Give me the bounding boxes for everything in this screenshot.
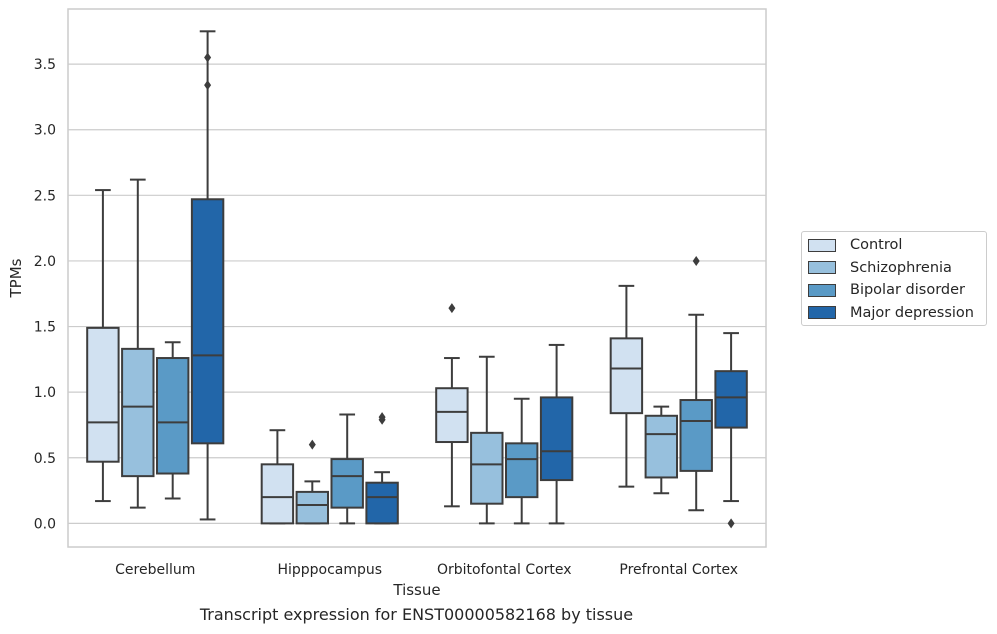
legend-label: Schizophrenia — [850, 259, 952, 276]
box-iqr — [260, 463, 295, 525]
outlier-point — [448, 303, 456, 314]
box-iqr — [330, 458, 364, 509]
box-control — [435, 303, 469, 508]
box-iqr — [504, 442, 539, 499]
y-tick-label: 0.5 — [34, 451, 56, 467]
plot-frame — [67, 8, 767, 548]
outlier-point — [378, 412, 386, 423]
y-tick-label: 0.0 — [34, 516, 56, 532]
x-axis-label: Tissue — [392, 581, 440, 599]
legend-swatch — [808, 238, 836, 252]
x-tick-label: Prefrontal Cortex — [619, 562, 738, 578]
outlier-point — [308, 439, 316, 450]
x-axis-ticks: Cerebellum Hipppocampus Orbitofontal Corte… — [115, 562, 738, 578]
outlier-point — [727, 518, 735, 529]
box-control — [86, 189, 120, 503]
box-schizophrenia — [644, 405, 679, 495]
outlier-point — [204, 52, 212, 63]
legend-label: Major depression — [850, 304, 974, 321]
box-bipolar-disorder — [679, 255, 713, 512]
box-schizophrenia — [470, 355, 504, 525]
box-schizophrenia — [295, 439, 330, 525]
y-tick-label: 2.0 — [34, 254, 56, 270]
legend-item: Major depression — [808, 302, 986, 325]
box-iqr — [190, 198, 225, 445]
box-bipolar-disorder — [504, 397, 539, 525]
chart-caption: Transcript expression for ENST0000058216… — [199, 605, 634, 624]
box-iqr — [539, 396, 574, 482]
box-major-depression — [714, 332, 748, 529]
box-bipolar-disorder — [330, 413, 364, 525]
box-iqr — [86, 326, 120, 463]
y-tick-label: 1.5 — [34, 320, 56, 336]
y-axis-label: TPMs — [7, 258, 25, 298]
box-bipolar-disorder — [155, 341, 190, 500]
x-tick-label: Hipppocampus — [277, 562, 382, 578]
box-iqr — [609, 337, 644, 415]
box-schizophrenia — [121, 178, 155, 509]
legend-item: Control — [808, 234, 986, 257]
legend: Control Schizophrenia Bipolar disorder Majo… — [801, 231, 987, 326]
legend-label: Bipolar disorder — [850, 282, 965, 299]
legend-label: Control — [850, 237, 903, 254]
box-control — [260, 429, 295, 525]
boxplot-series — [86, 30, 748, 529]
legend-swatch — [808, 306, 836, 320]
box-iqr — [679, 399, 713, 472]
legend-item: Bipolar disorder — [808, 279, 986, 302]
box-control — [609, 284, 644, 488]
box-iqr — [470, 431, 504, 505]
box-major-depression — [539, 343, 574, 525]
box-major-depression — [365, 412, 399, 525]
box-iqr — [644, 414, 679, 479]
y-tick-label: 3.0 — [34, 123, 56, 139]
outlier-point — [692, 255, 700, 266]
y-tick-label: 3.5 — [34, 57, 56, 73]
outlier-point — [204, 80, 212, 91]
box-major-depression — [190, 30, 225, 521]
y-tick-label: 2.5 — [34, 188, 56, 204]
legend-swatch — [808, 261, 836, 275]
x-tick-label: Orbitofontal Cortex — [437, 562, 572, 578]
box-iqr — [295, 490, 330, 525]
box-iqr — [155, 357, 190, 475]
box-iqr — [435, 387, 469, 444]
box-iqr — [121, 347, 155, 478]
legend-swatch — [808, 283, 836, 297]
y-tick-label: 1.0 — [34, 385, 56, 401]
box-iqr — [714, 370, 748, 429]
box-iqr — [365, 481, 399, 525]
x-tick-label: Cerebellum — [115, 562, 195, 578]
legend-item: Schizophrenia — [808, 257, 986, 280]
y-axis-ticks: 0.0 0.5 1.0 1.5 2.0 2.5 3.0 3.5 — [34, 57, 56, 532]
